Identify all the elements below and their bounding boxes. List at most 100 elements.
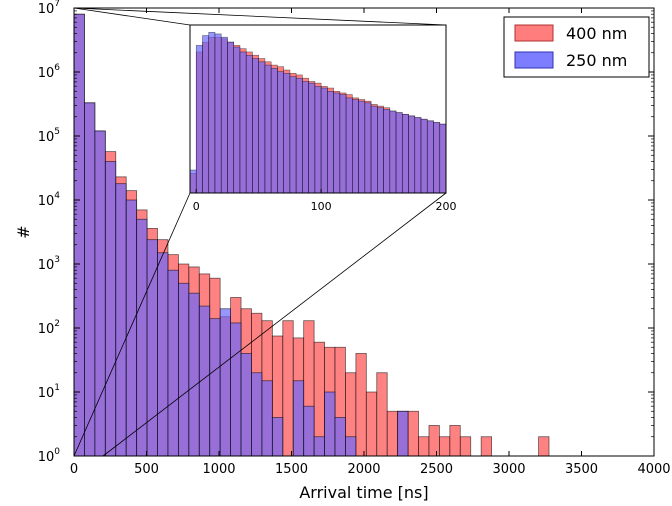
inset-bar-250nm	[414, 117, 422, 193]
inset-bar-250nm	[202, 35, 210, 193]
x-tick-label: 1500	[275, 462, 308, 477]
inset-bar-250nm	[190, 169, 197, 193]
inset-bar-250nm	[277, 71, 284, 193]
bar-250nm	[146, 239, 158, 456]
inset-bar-250nm	[333, 92, 341, 193]
bar-250nm	[104, 161, 117, 456]
inset-plot: 0 100 200	[189, 24, 457, 213]
inset-bar-250nm	[283, 72, 291, 193]
inset-bar-250nm	[358, 100, 366, 193]
inset-bar-250nm	[233, 46, 241, 193]
inset-bar-250nm	[401, 113, 409, 193]
bar-250nm	[334, 417, 346, 456]
x-tick-label: 4000	[637, 462, 670, 477]
inset-bar-250nm	[308, 82, 316, 193]
legend: 400 nm 250 nm	[503, 16, 650, 78]
inset-bar-250nm	[426, 120, 434, 193]
y-tick-label: 106	[38, 63, 61, 81]
inset-bar-250nm	[295, 77, 303, 193]
x-tick-label: 2000	[347, 462, 380, 477]
x-tick-label: 2500	[420, 462, 453, 477]
bar-250nm	[219, 308, 232, 456]
bar-250nm	[157, 252, 169, 456]
y-tick-label: 103	[38, 255, 60, 273]
inset-bar-250nm	[395, 112, 403, 193]
inset-bar-250nm	[389, 110, 397, 193]
zoom-connector	[102, 192, 447, 457]
bar-250nm	[84, 102, 96, 456]
bar-250nm	[167, 269, 179, 456]
inset-plot-bars	[190, 31, 446, 193]
y-tick-label: 100	[38, 447, 61, 465]
inset-bar-250nm	[439, 123, 446, 193]
inset-bar-250nm	[302, 81, 309, 193]
x-tick-label: 3000	[492, 462, 525, 477]
bar-400nm	[459, 436, 472, 456]
x-tick-label: 500	[134, 462, 159, 477]
bar-400nm	[428, 425, 440, 456]
legend-swatch-400nm	[514, 24, 554, 42]
zoom-connector-lines	[73, 7, 447, 457]
bar-250nm	[136, 218, 148, 456]
zoom-connector	[73, 192, 191, 457]
bar-250nm	[209, 318, 221, 456]
bar-400nm	[376, 372, 388, 456]
inset-bar-250nm	[327, 91, 334, 193]
inset-bar-250nm	[383, 109, 391, 193]
x-tick-label: 3500	[565, 462, 598, 477]
bar-250nm	[125, 199, 138, 456]
inset-bar-250nm	[214, 33, 222, 193]
inset-axis-ticks: 0 100 200	[193, 189, 457, 213]
main-plot-bars	[74, 13, 550, 456]
bar-250nm	[188, 292, 200, 456]
bar-250nm	[240, 353, 252, 456]
y-tick-label: 105	[38, 127, 60, 145]
inset-bar-250nm	[352, 99, 359, 193]
bar-400nm	[538, 436, 550, 456]
inset-bar-250nm	[364, 102, 372, 193]
bar-400nm	[407, 410, 419, 456]
y-tick-label: 102	[38, 319, 60, 337]
bar-250nm	[271, 417, 284, 456]
inset-bar-250nm	[245, 54, 253, 193]
bar-400nm	[438, 436, 451, 456]
y-axis-label: #	[14, 225, 33, 238]
x-tick-label: 1000	[202, 462, 235, 477]
main-axis-ticks: 0 500 1000 1500 2000 2500 3000 3500 400010010110…	[38, 0, 671, 477]
inset-bar-250nm	[264, 64, 272, 193]
inset-bar-250nm	[314, 86, 322, 193]
inset-bar-250nm	[345, 97, 353, 193]
inset-frame	[189, 24, 447, 194]
bar-250nm	[292, 380, 305, 456]
bar-250nm	[397, 410, 409, 456]
inset-bar-250nm	[252, 58, 259, 193]
bar-400nm	[449, 425, 461, 456]
bar-250nm	[115, 183, 127, 456]
y-tick-label: 101	[38, 383, 60, 401]
y-tick-label: 104	[38, 191, 61, 209]
bar-400nm	[480, 436, 493, 456]
inset-bar-250nm	[420, 118, 428, 193]
legend-label-250nm: 250 nm	[566, 51, 627, 70]
bar-250nm	[230, 322, 242, 456]
inset-x-tick-label: 0	[193, 200, 200, 213]
bar-400nm	[418, 436, 430, 456]
inset-bar-250nm	[289, 76, 297, 193]
inset-bar-250nm	[270, 68, 278, 193]
bar-250nm	[94, 130, 106, 456]
y-tick-label: 107	[38, 0, 60, 17]
legend-label-400nm: 400 nm	[566, 24, 627, 43]
zoom-connector	[73, 7, 191, 26]
inset-bar-250nm	[208, 31, 216, 193]
zoom-connector	[73, 7, 447, 26]
bar-250nm	[324, 391, 336, 456]
legend-swatch-250nm	[514, 51, 554, 69]
bar-400nm	[355, 353, 367, 456]
bar-250nm	[177, 282, 190, 456]
x-tick-label: 0	[70, 462, 78, 477]
inset-bar-250nm	[320, 87, 328, 193]
inset-bar-250nm	[258, 61, 266, 193]
inset-bar-250nm	[433, 122, 441, 193]
inset-bar-250nm	[339, 94, 347, 193]
inset-x-tick-label: 200	[436, 200, 457, 213]
